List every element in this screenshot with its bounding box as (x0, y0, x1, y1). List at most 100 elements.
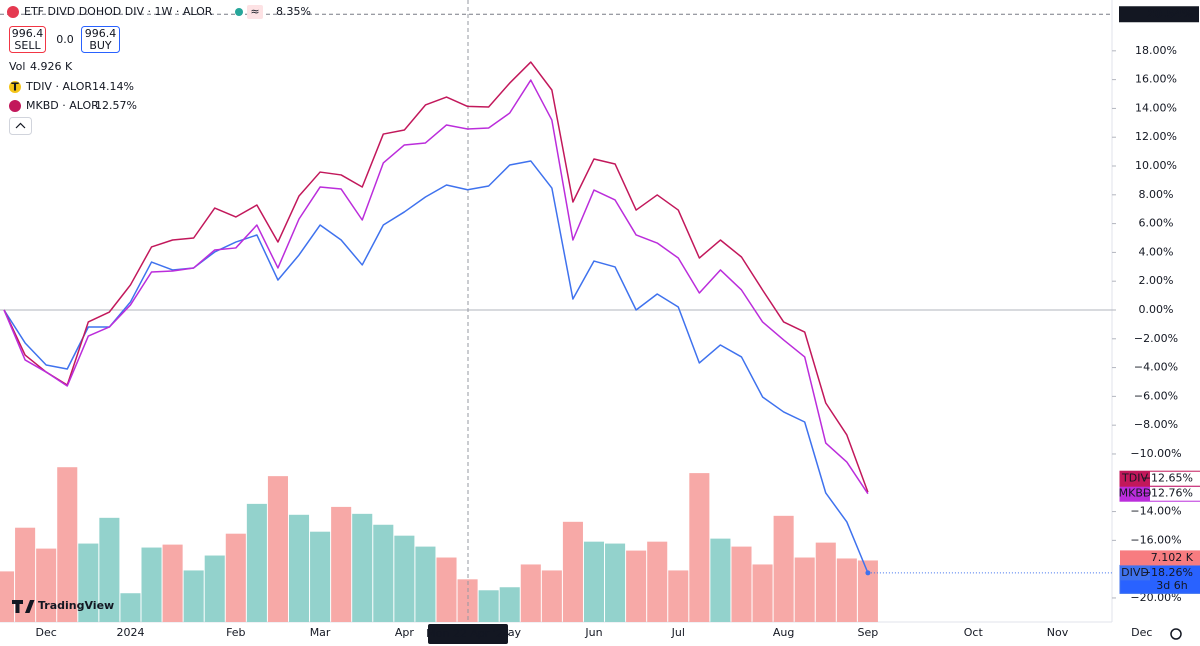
volume-bar (583, 541, 605, 622)
tdiv-icon-letter: T (11, 81, 19, 94)
brand-name: TradingView (38, 599, 114, 612)
volume-bar (162, 544, 183, 622)
volume-bar (246, 503, 267, 622)
buy-button[interactable] (81, 26, 120, 53)
y-tick-label: −4.00% (1134, 361, 1178, 374)
settings-icon[interactable] (1170, 628, 1182, 640)
series-last-label: −12.76% (1142, 487, 1193, 500)
volume-bar (499, 587, 520, 622)
x-tick-label: Dec (1131, 626, 1152, 639)
series-name: DIVD (1121, 566, 1149, 579)
buy-price: 996.4 (85, 27, 117, 40)
y-tick-label: −6.00% (1134, 389, 1178, 402)
status-badge[interactable] (247, 5, 263, 19)
legend-label: TDIV · ALOR (25, 80, 92, 93)
volume-bar (857, 560, 878, 622)
volume-bar (520, 564, 541, 622)
series-line (3, 61, 869, 493)
volume-bar (668, 570, 689, 622)
volume-bar (752, 564, 773, 622)
volume-title: Vol (9, 60, 25, 73)
volume-bar (331, 506, 352, 622)
x-tick-label: Feb (226, 626, 245, 639)
y-tick-label: −10.00% (1130, 447, 1181, 460)
collapse-button[interactable] (9, 117, 32, 135)
series-last-label: −12.65% (1142, 472, 1193, 485)
price-line-label: 20.54% (1147, 7, 1193, 20)
series-name: MKBD (1119, 487, 1152, 500)
x-tick-label: Sep (858, 626, 879, 639)
volume-bar (288, 514, 310, 622)
volume-label-box (1120, 550, 1200, 566)
volume-bar (562, 521, 583, 622)
volume-bar (710, 538, 731, 622)
x-tick-label: Mar (310, 626, 331, 639)
countdown: 3d 6h (1156, 579, 1187, 592)
change-value: 8.35% (276, 5, 311, 18)
volume-bar (605, 543, 626, 622)
volume-bar (415, 546, 436, 622)
y-tick-label: 18.00% (1135, 44, 1177, 57)
series-name-box (1120, 471, 1150, 487)
chart-title: ETF DIVD DOHOD DIV · 1W · ALOR (24, 5, 213, 18)
volume-bar (78, 543, 99, 622)
series-name-box (1120, 486, 1150, 502)
y-tick-label: −14.00% (1130, 505, 1181, 518)
status-dot[interactable] (235, 8, 243, 16)
series-line (3, 160, 869, 574)
status-icon: ≈ (250, 5, 259, 18)
volume-bar (15, 527, 36, 622)
x-tick-label: 2024 (116, 626, 144, 639)
volume-bar (204, 555, 225, 622)
x-tick-label: Jun (584, 626, 602, 639)
x-tick-label: Nov (1047, 626, 1069, 639)
y-tick-label: −8.00% (1134, 418, 1178, 431)
y-tick-label: 12.00% (1135, 130, 1177, 143)
crosshair-label-box (428, 624, 508, 644)
symbol-icon (7, 6, 19, 18)
volume-bar (352, 513, 373, 622)
y-tick-label: 8.00% (1139, 188, 1174, 201)
x-tick-label: Aug (773, 626, 794, 639)
y-tick-label: −20.00% (1130, 591, 1181, 604)
volume-bar (836, 558, 857, 622)
sell-button[interactable] (9, 26, 46, 53)
sell-price: 996.4 (12, 27, 44, 40)
volume-bar (120, 593, 141, 622)
volume-bar (647, 541, 668, 622)
buy-label: BUY (89, 39, 112, 52)
volume-bar (57, 467, 78, 622)
volume-bar (310, 531, 331, 622)
plot (0, 0, 1112, 622)
spread: 0.0 (56, 33, 74, 46)
volume-bar (0, 571, 15, 622)
crosshair-label: Mon 22 Apr '24 (426, 627, 510, 640)
last-point (865, 570, 871, 576)
brand-mark (12, 600, 35, 613)
series-last-label: −18.26% (1142, 566, 1193, 579)
mkbd-icon (9, 100, 21, 112)
volume-label: 7.102 K (1151, 551, 1194, 564)
volume-bar (225, 533, 246, 622)
tdiv-icon (9, 81, 21, 93)
volume-bar (457, 579, 478, 622)
y-tick-label: 16.00% (1135, 73, 1177, 86)
y-tick-label: −16.00% (1130, 533, 1181, 546)
y-tick-label: −2.00% (1134, 332, 1178, 345)
sell-label: SELL (14, 39, 41, 52)
x-tick-label: Oct (964, 626, 984, 639)
volume-bar (626, 550, 647, 622)
legend-value: 14.14% (92, 80, 134, 93)
volume-bar (773, 515, 794, 622)
volume-bar (815, 542, 836, 622)
volume-bar (99, 517, 120, 622)
y-tick-label: 4.00% (1139, 245, 1174, 258)
y-tick-label: 14.00% (1135, 101, 1177, 114)
y-tick-label: 10.00% (1135, 159, 1177, 172)
volume-bar (394, 535, 415, 622)
x-tick-label: Dec (36, 626, 57, 639)
series-line (3, 79, 869, 495)
